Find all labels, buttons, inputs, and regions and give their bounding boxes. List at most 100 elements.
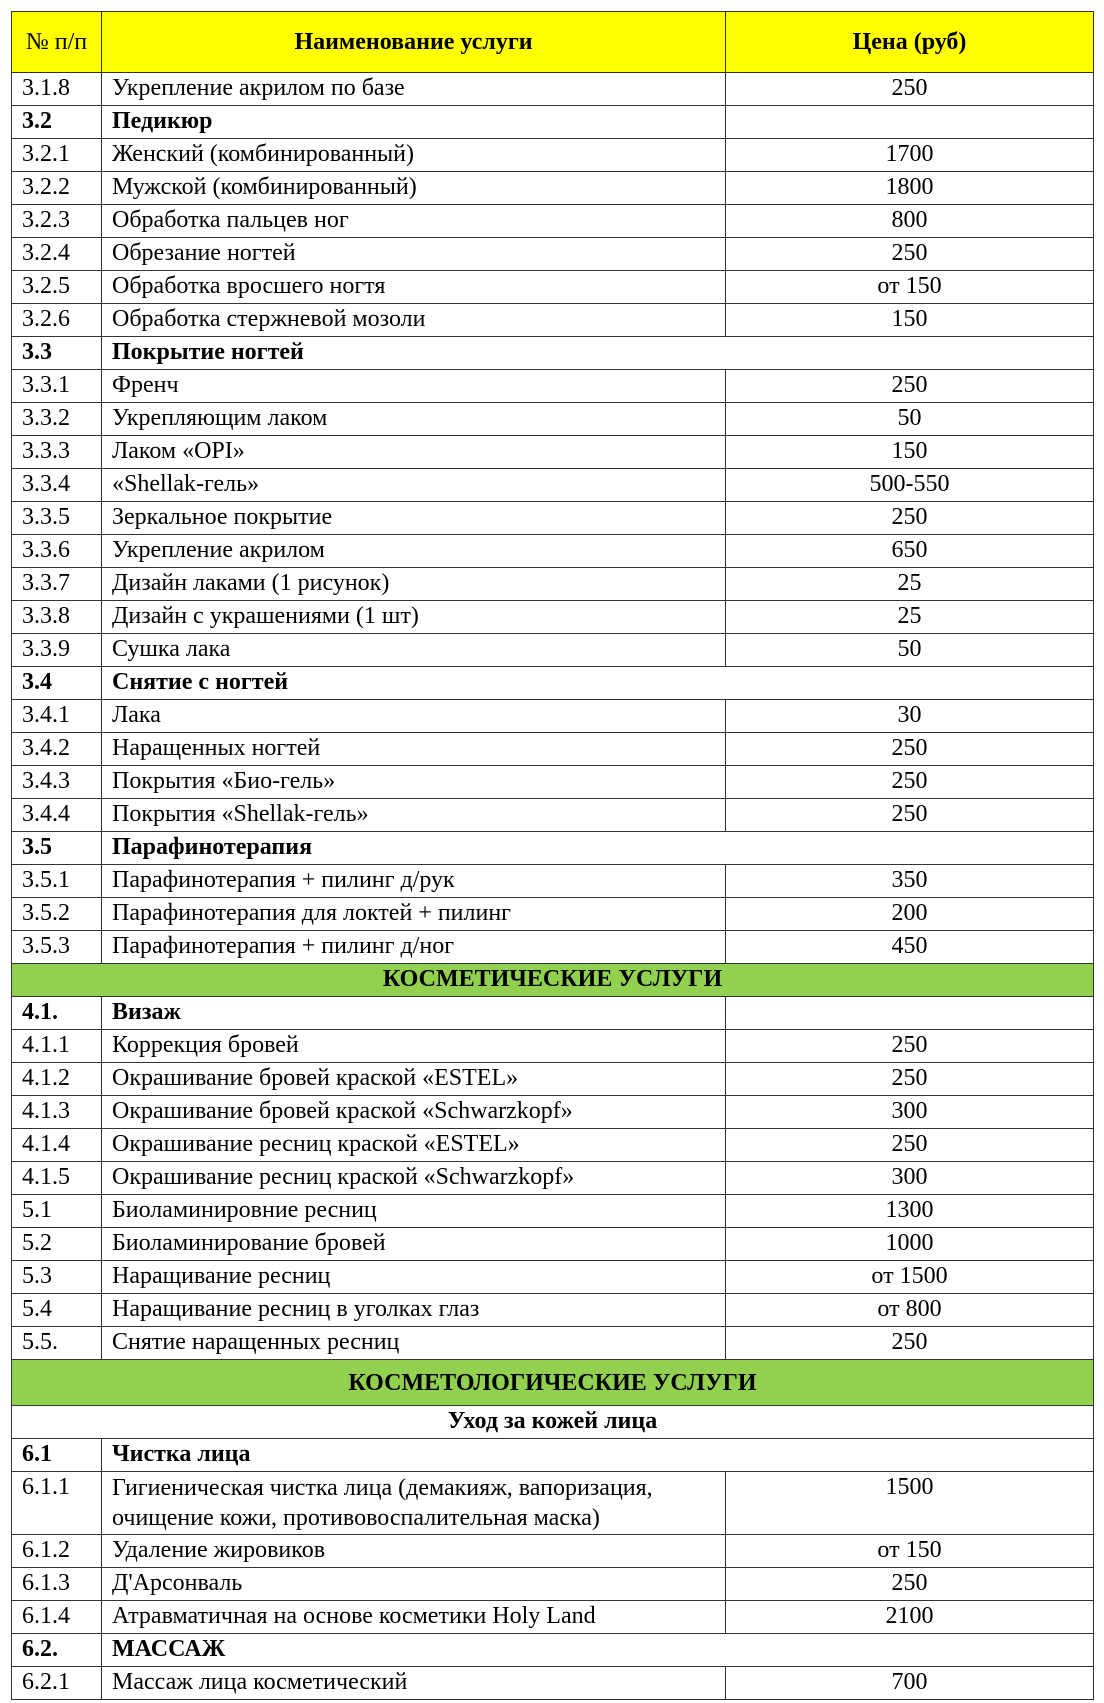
service-price: от 800: [725, 1293, 1094, 1327]
category-header-row: КОСМЕТОЛОГИЧЕСКИЕ УСЛУГИ: [11, 1359, 1094, 1406]
service-price: 250: [725, 1128, 1094, 1162]
service-number: 3.4.3: [11, 765, 102, 799]
table-row: 3.2.5 Обработка вросшего ногтя от 150: [11, 270, 1094, 304]
service-price: 250: [725, 1567, 1094, 1601]
service-number: 5.3: [11, 1260, 102, 1294]
service-number: 6.1.4: [11, 1600, 102, 1634]
service-number: 3.2.3: [11, 204, 102, 238]
service-number: 6.2.1: [11, 1666, 102, 1700]
section-title: МАССАЖ: [101, 1633, 1094, 1667]
service-name: Лаком «OPI»: [101, 435, 726, 469]
section-number: 3.5: [11, 831, 102, 865]
section-number: 4.1.: [11, 996, 102, 1030]
service-number: 3.3.6: [11, 534, 102, 568]
service-number: 4.1.4: [11, 1128, 102, 1162]
service-name: Наращенных ногтей: [101, 732, 726, 766]
price-list-table: № п/п Наименование услуги Цена (руб) 3.1…: [11, 11, 1094, 1700]
service-name: «Shellak-гель»: [101, 468, 726, 502]
service-price: 30: [725, 699, 1094, 733]
service-name: Дизайн с украшениями (1 шт): [101, 600, 726, 634]
section-title: Чистка лица: [101, 1438, 1094, 1472]
section-number: 6.1: [11, 1438, 102, 1472]
subcategory-header-row: Уход за кожей лица: [11, 1405, 1094, 1439]
service-number: 3.3.7: [11, 567, 102, 601]
service-name: Женский (комбинированный): [101, 138, 726, 172]
table-row: 3.3.5 Зеркальное покрытие 250: [11, 501, 1094, 535]
service-number: 3.3.4: [11, 468, 102, 502]
table-row: 3.2.2 Мужской (комбинированный) 1800: [11, 171, 1094, 205]
service-name: Атравматичная на основе косметики Holy L…: [101, 1600, 726, 1634]
table-row: 5.3 Наращивание ресниц от 1500: [11, 1260, 1094, 1294]
service-number: 3.3.5: [11, 501, 102, 535]
table-row: 3.3.6 Укрепление акрилом 650: [11, 534, 1094, 568]
table-row: 3.4.1 Лака 30: [11, 699, 1094, 733]
service-name: Сушка лака: [101, 633, 726, 667]
table-row: 3.3.3 Лаком «OPI» 150: [11, 435, 1094, 469]
table-row: 5.5. Снятие наращенных ресниц 250: [11, 1326, 1094, 1360]
table-row: 3.3.7 Дизайн лаками (1 рисунок) 25: [11, 567, 1094, 601]
table-row: 3.2.3 Обработка пальцев ног 800: [11, 204, 1094, 238]
service-number: 5.4: [11, 1293, 102, 1327]
table-row: 3.5.3 Парафинотерапия + пилинг д/ног 450: [11, 930, 1094, 964]
service-price: 250: [725, 1062, 1094, 1096]
service-number: 3.3.8: [11, 600, 102, 634]
service-number: 6.1.2: [11, 1534, 102, 1568]
service-name: Окрашивание ресниц краской «Schwarzkopf»: [101, 1161, 726, 1195]
service-number: 6.1.3: [11, 1567, 102, 1601]
section-number: 3.2: [11, 105, 102, 139]
service-name: Удаление жировиков: [101, 1534, 726, 1568]
service-price: 250: [725, 501, 1094, 535]
service-price: 150: [725, 303, 1094, 337]
service-number: 4.1.5: [11, 1161, 102, 1195]
section-number: 3.4: [11, 666, 102, 700]
service-price: 50: [725, 402, 1094, 436]
table-row: 5.2 Биоламинирование бровей 1000: [11, 1227, 1094, 1261]
service-name: Укрепление акрилом по базе: [101, 72, 726, 106]
service-price: 250: [725, 732, 1094, 766]
service-name: Гигиеническая чистка лица (демакияж, вап…: [101, 1471, 726, 1535]
table-row: 5.4 Наращивание ресниц в уголках глаз от 8…: [11, 1293, 1094, 1327]
table-row: 3.3.9 Сушка лака 50: [11, 633, 1094, 667]
table-row: 4.1.2 Окрашивание бровей краской «ESTEL» 2…: [11, 1062, 1094, 1096]
section-title: Покрытие ногтей: [101, 336, 1094, 370]
service-name: Массаж лица косметический: [101, 1666, 726, 1700]
service-name: Парафинотерапия для локтей + пилинг: [101, 897, 726, 931]
service-price: 25: [725, 600, 1094, 634]
service-price: 200: [725, 897, 1094, 931]
service-price: 700: [725, 1666, 1094, 1700]
section-price: [725, 105, 1094, 139]
service-name: Покрытия «Био-гель»: [101, 765, 726, 799]
service-name: Обработка вросшего ногтя: [101, 270, 726, 304]
service-number: 3.2.5: [11, 270, 102, 304]
service-price: от 150: [725, 270, 1094, 304]
table-row: 3.3.2 Укрепляющим лаком 50: [11, 402, 1094, 436]
service-number: 3.5.2: [11, 897, 102, 931]
category-title: КОСМЕТОЛОГИЧЕСКИЕ УСЛУГИ: [11, 1359, 1094, 1406]
service-number: 3.2.4: [11, 237, 102, 271]
section-row: 6.2. МАССАЖ: [11, 1633, 1094, 1667]
service-name: Парафинотерапия + пилинг д/ног: [101, 930, 726, 964]
service-number: 5.5.: [11, 1326, 102, 1360]
table-row: 3.2.6 Обработка стержневой мозоли 150: [11, 303, 1094, 337]
service-number: 3.2.2: [11, 171, 102, 205]
service-price: 150: [725, 435, 1094, 469]
service-number: 3.4.1: [11, 699, 102, 733]
table-row: 4.1.3 Окрашивание бровей краской «Schwarz…: [11, 1095, 1094, 1129]
header-price: Цена (руб): [725, 11, 1094, 73]
table-row: 3.2.1 Женский (комбинированный) 1700: [11, 138, 1094, 172]
service-price: 350: [725, 864, 1094, 898]
service-price: 250: [725, 72, 1094, 106]
service-number: 3.3.2: [11, 402, 102, 436]
service-price: 250: [725, 1326, 1094, 1360]
service-name: Зеркальное покрытие: [101, 501, 726, 535]
service-price: 450: [725, 930, 1094, 964]
service-price: 300: [725, 1161, 1094, 1195]
table-row: 4.1.4 Окрашивание ресниц краской «ESTEL» 2…: [11, 1128, 1094, 1162]
section-number: 6.2.: [11, 1633, 102, 1667]
service-name: Укрепляющим лаком: [101, 402, 726, 436]
header-number: № п/п: [11, 11, 102, 73]
table-row: 5.1 Биоламинировние ресниц 1300: [11, 1194, 1094, 1228]
service-price: 500-550: [725, 468, 1094, 502]
service-name: Биоламинировние ресниц: [101, 1194, 726, 1228]
table-row: 3.4.3 Покрытия «Био-гель» 250: [11, 765, 1094, 799]
